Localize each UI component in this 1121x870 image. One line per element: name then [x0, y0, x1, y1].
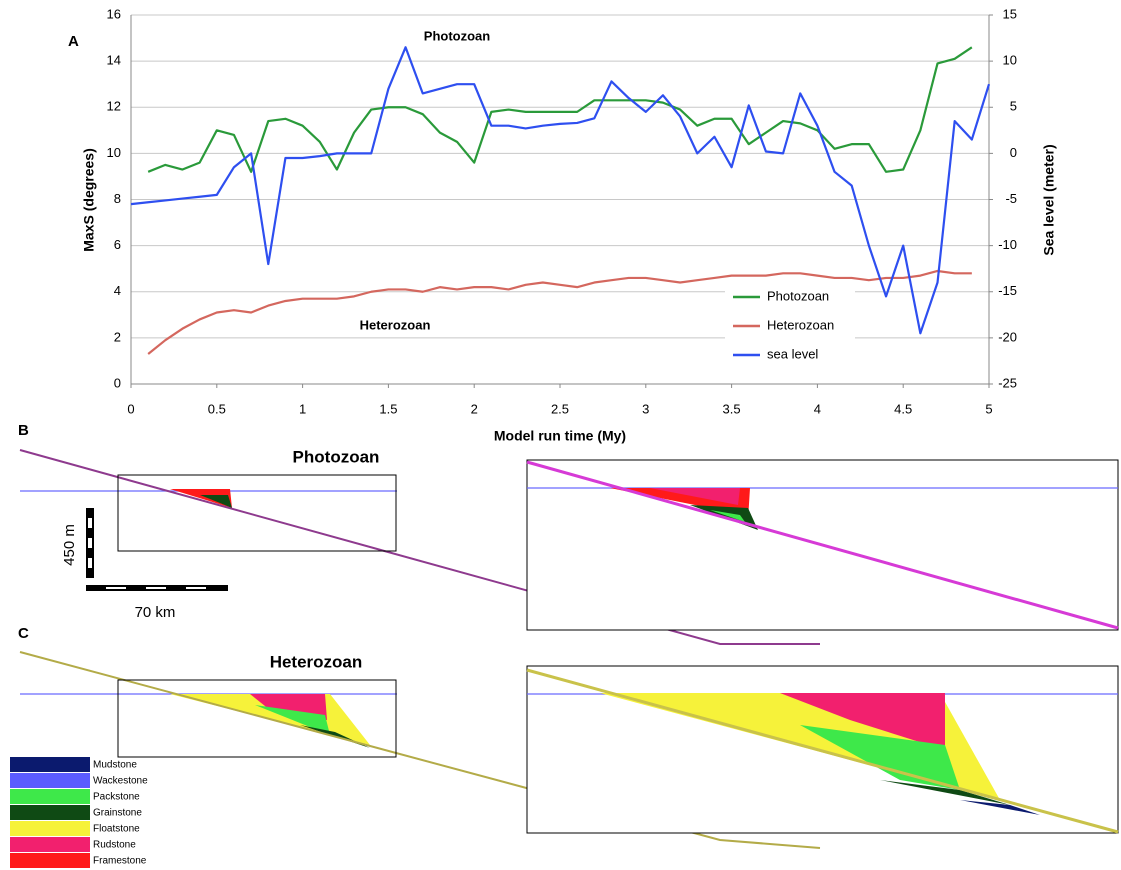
y2-tick-label: -15 [998, 283, 1017, 298]
y-tick-label: 4 [114, 283, 121, 298]
facies-swatch [10, 853, 90, 868]
facies-swatch [10, 821, 90, 836]
y2-tick-label: 10 [1003, 53, 1017, 68]
y2-tick-label: 0 [1010, 145, 1017, 160]
x-tick-label: 0 [127, 401, 134, 416]
y2-tick-label: 5 [1010, 99, 1017, 114]
scale-bar [86, 508, 228, 591]
x-tick-label: 3.5 [723, 401, 741, 416]
facies-label: Rudstone [93, 840, 136, 851]
y-tick-label: 14 [107, 53, 121, 68]
facies-label: Wackestone [93, 776, 148, 787]
facies-swatch [10, 757, 90, 772]
y2-tick-label: -20 [998, 329, 1017, 344]
zoom-frame [118, 680, 396, 757]
x-tick-label: 0.5 [208, 401, 226, 416]
x-tick-label: 1.5 [379, 401, 397, 416]
x-tick-label: 4.5 [894, 401, 912, 416]
zoom-frame [118, 475, 396, 551]
y-axis-title: MaxS (degrees) [81, 148, 97, 251]
y2-tick-label: -10 [998, 237, 1017, 252]
facies-swatch [10, 837, 90, 852]
series-line [131, 47, 989, 333]
panel-label: C [18, 625, 29, 642]
y2-axis-title: Sea level (meter) [1041, 144, 1057, 255]
panel-label: A [68, 33, 79, 50]
annotation: Photozoan [424, 28, 490, 43]
panel-label: B [18, 422, 29, 439]
facies-label: Grainstone [93, 808, 142, 819]
annotation: Heterozoan [360, 317, 431, 332]
x-tick-label: 2 [471, 401, 478, 416]
figure: A Model run time (My) MaxS (degrees) Sea… [0, 0, 1121, 870]
x-tick-label: 4 [814, 401, 821, 416]
y-tick-label: 16 [107, 6, 121, 21]
facies-swatch [10, 789, 90, 804]
facies-swatch [10, 773, 90, 788]
section-title: Photozoan [293, 447, 380, 466]
scale-label: 70 km [135, 604, 176, 621]
facies-label: Packstone [93, 792, 140, 803]
y2-tick-label: 15 [1003, 6, 1017, 21]
x-tick-label: 3 [642, 401, 649, 416]
page: {"chart_data": {"type": "line", "panel_l… [0, 0, 1121, 870]
facies-label: Framestone [93, 856, 147, 867]
legend-label: sea level [767, 346, 818, 361]
y2-tick-label: -5 [1005, 191, 1017, 206]
facies-label: Mudstone [93, 760, 137, 771]
scale-label: 450 m [61, 524, 78, 566]
y-tick-label: 12 [107, 99, 121, 114]
y-tick-label: 0 [114, 375, 121, 390]
section-title: Heterozoan [270, 652, 363, 671]
y-tick-label: 6 [114, 237, 121, 252]
legend-label: Photozoan [767, 288, 829, 303]
x-tick-label: 1 [299, 401, 306, 416]
x-tick-label: 5 [985, 401, 992, 416]
y-tick-label: 8 [114, 191, 121, 206]
x-axis-title: Model run time (My) [494, 428, 626, 444]
y-tick-label: 10 [107, 145, 121, 160]
facies-label: Floatstone [93, 824, 140, 835]
y-tick-label: 2 [114, 329, 121, 344]
legend-label: Heterozoan [767, 317, 834, 332]
x-tick-label: 2.5 [551, 401, 569, 416]
y2-tick-label: -25 [998, 375, 1017, 390]
facies-swatch [10, 805, 90, 820]
